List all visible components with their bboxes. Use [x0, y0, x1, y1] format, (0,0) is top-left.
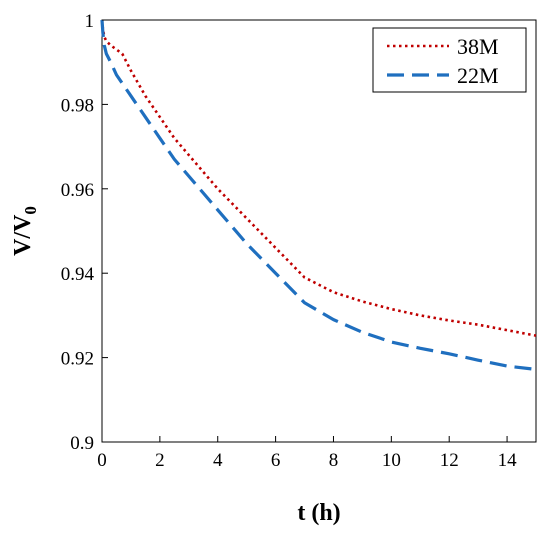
y-axis-title-main: V/V: [10, 214, 36, 256]
y-tick-label: 0.94: [61, 264, 95, 285]
y-axis-title: V/V0: [10, 206, 40, 256]
x-axis-title: t (h): [297, 500, 340, 526]
y-tick-label: 1: [85, 11, 95, 32]
x-tick-label: 2: [155, 450, 165, 471]
y-tick-label: 0.92: [61, 349, 94, 370]
y-axis-title-subscript: 0: [21, 206, 40, 215]
x-tick-label: 6: [271, 450, 281, 471]
x-tick-label: 14: [498, 450, 518, 471]
legend: 38M 22M: [372, 27, 527, 93]
y-tick-label: 0.9: [70, 433, 94, 454]
y-axis: 0.9 0.92 0.94 0.96 0.98 1: [61, 11, 108, 454]
x-tick-label: 8: [329, 450, 339, 471]
x-tick-label: 0: [97, 450, 107, 471]
x-tick-label: 10: [382, 450, 401, 471]
legend-label-22m: 22M: [457, 63, 499, 88]
x-tick-label: 4: [213, 450, 223, 471]
y-tick-label: 0.96: [61, 180, 94, 201]
legend-label-38m: 38M: [457, 34, 499, 59]
legend-box: [372, 27, 527, 93]
y-tick-label: 0.98: [61, 95, 94, 116]
series-layer: [100, 19, 537, 372]
plot-area: [101, 19, 537, 443]
plot-frame: [101, 19, 537, 443]
x-tick-label: 12: [440, 450, 459, 471]
x-axis: 0 2 4 6 8 10 12 14: [97, 436, 517, 471]
series-line-22m: [100, 19, 537, 372]
